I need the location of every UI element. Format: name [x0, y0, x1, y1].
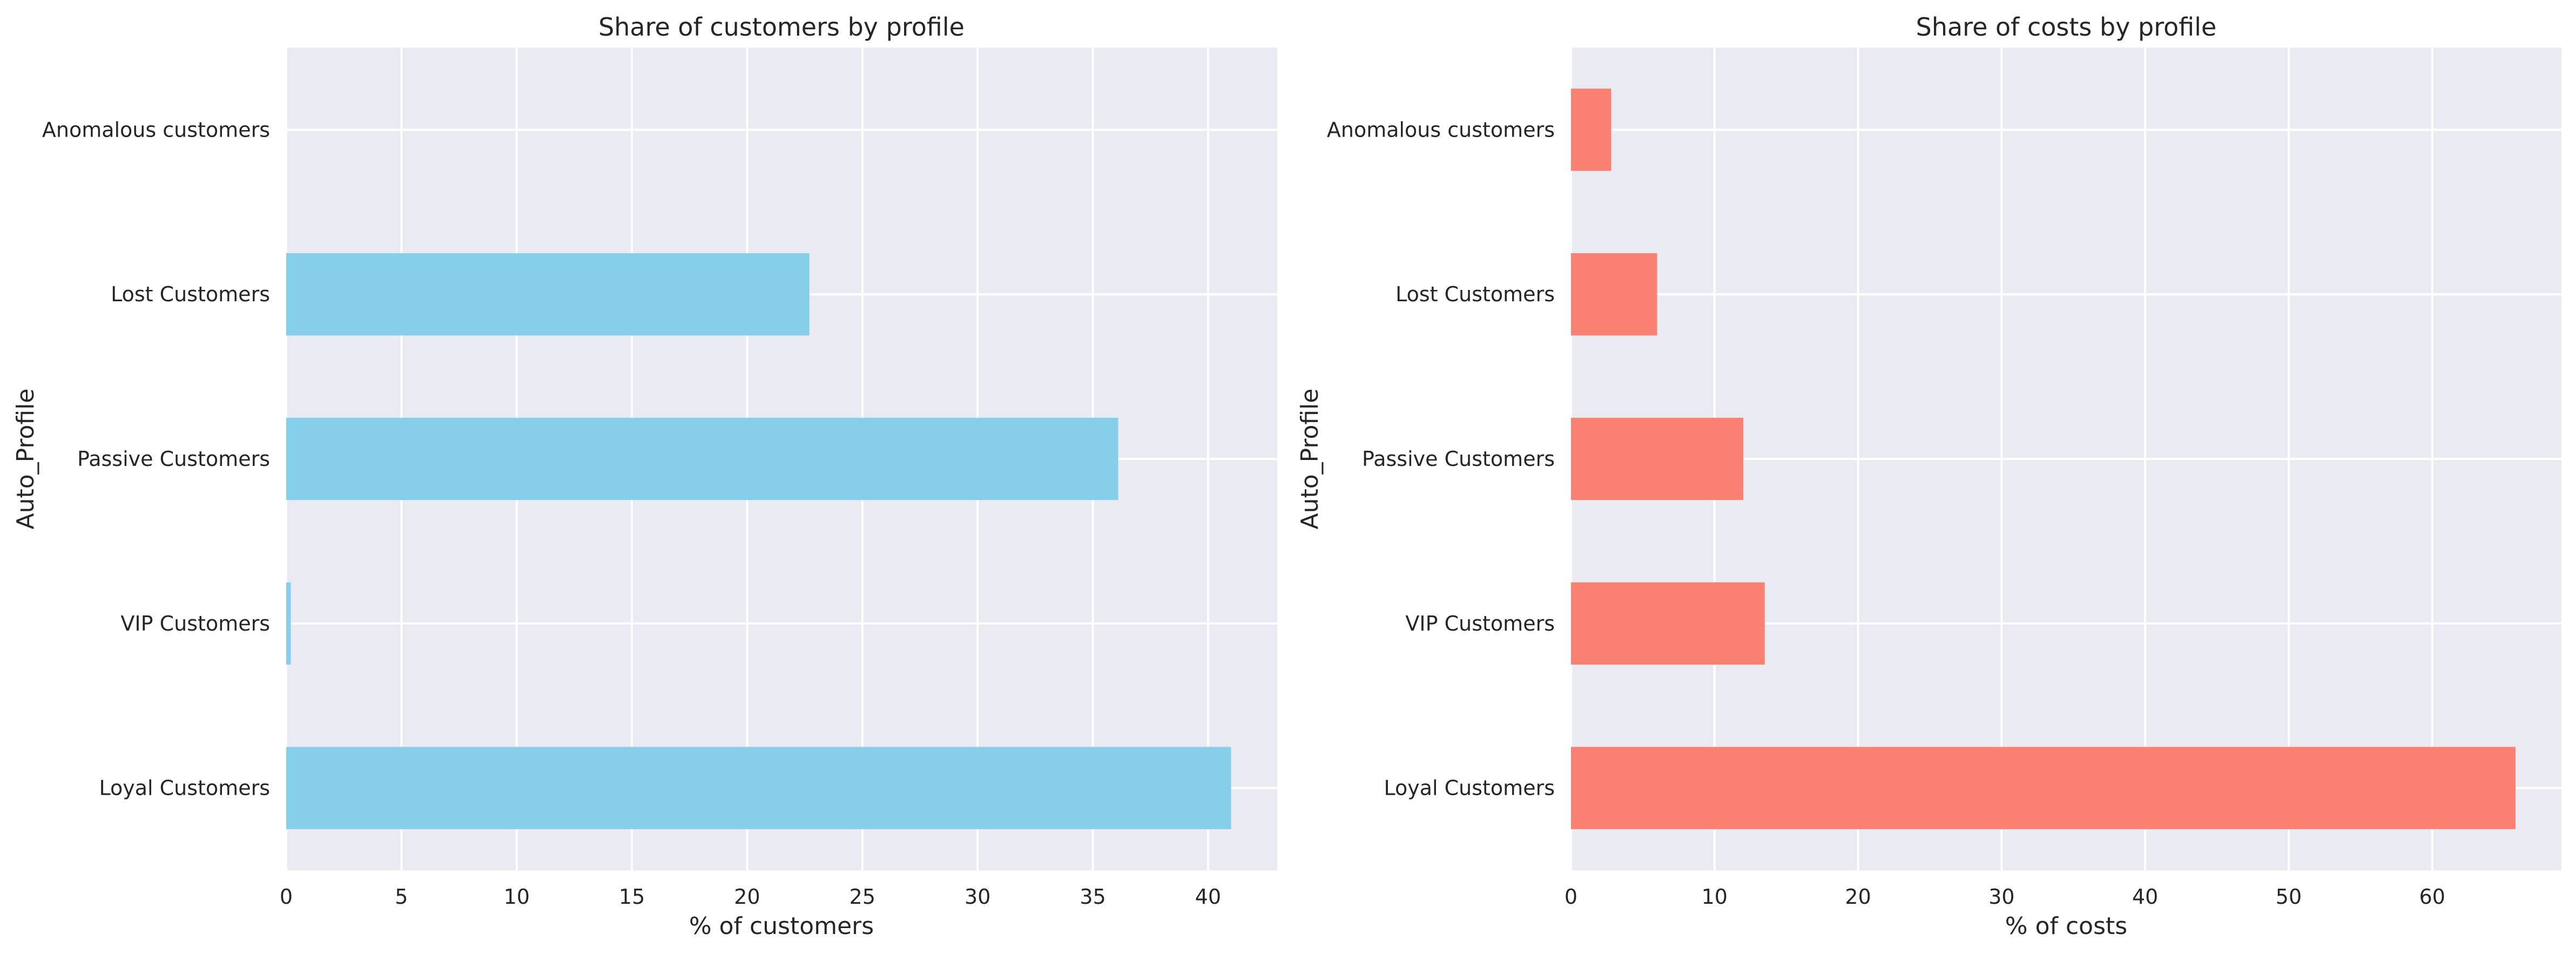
bar-loyal-customers: [286, 747, 1231, 829]
y-tick-label-loyal-customers: Loyal Customers: [1384, 776, 1555, 800]
y-tick-label-passive-customers: Passive Customers: [77, 447, 270, 471]
y-axis-label: Auto_Profile: [12, 389, 39, 530]
bar-vip-customers: [286, 582, 291, 665]
y-tick-label-loyal-customers: Loyal Customers: [99, 776, 270, 800]
bar-passive-customers: [1571, 417, 1743, 500]
x-axis-label: % of costs: [2005, 912, 2127, 940]
y-tick-label-anomalous-customers: Anomalous customers: [1327, 118, 1555, 141]
bars: [1571, 89, 2516, 829]
x-tick-label-35: 35: [1080, 885, 1105, 909]
y-tick-label-passive-customers: Passive Customers: [1362, 447, 1555, 471]
costs-share-chart: 0 10 20 30 40 50 60 Loyal Customers VIP Custome…: [1296, 12, 2561, 940]
x-tick-label-10: 10: [504, 885, 530, 909]
x-tick-label-30: 30: [965, 885, 990, 909]
bar-lost-customers: [286, 253, 810, 336]
y-tick-label-anomalous-customers: Anomalous customers: [42, 118, 270, 141]
y-ticks: Loyal Customers VIP Customers Passive Cust…: [1327, 118, 1555, 800]
y-ticks: Loyal Customers VIP Customers Passive Cust…: [42, 118, 270, 800]
bar-anomalous-customers: [1571, 89, 1611, 171]
x-tick-label-60: 60: [2419, 885, 2445, 909]
bar-passive-customers: [286, 417, 1118, 500]
x-tick-label-50: 50: [2276, 885, 2302, 909]
x-tick-label-40: 40: [1195, 885, 1221, 909]
x-tick-label-40: 40: [2132, 885, 2158, 909]
bar-loyal-customers: [1571, 747, 2516, 829]
x-tick-label-15: 15: [619, 885, 645, 909]
x-tick-label-20: 20: [734, 885, 760, 909]
y-tick-label-vip-customers: VIP Customers: [1405, 612, 1555, 635]
y-tick-label-vip-customers: VIP Customers: [120, 612, 270, 635]
x-tick-label-30: 30: [1988, 885, 2014, 909]
bar-lost-customers: [1571, 253, 1657, 336]
x-tick-label-25: 25: [849, 885, 875, 909]
x-tick-label-5: 5: [395, 885, 408, 909]
customers-share-chart: 0 5 10 15 20 25 30 35 40 Loyal Customers VIP Cust…: [12, 12, 1277, 940]
x-ticks: 0 5 10 15 20 25 30 35 40: [280, 885, 1221, 909]
x-tick-label-20: 20: [1845, 885, 1871, 909]
y-tick-label-lost-customers: Lost Customers: [111, 282, 270, 306]
bar-vip-customers: [1571, 582, 1765, 665]
y-tick-label-lost-customers: Lost Customers: [1395, 282, 1555, 306]
x-axis-label: % of customers: [689, 912, 874, 940]
chart-title: Share of customers by profile: [598, 12, 965, 42]
chart-title: Share of costs by profile: [1916, 12, 2217, 42]
bars: [286, 253, 1231, 829]
x-tick-label-10: 10: [1702, 885, 1728, 909]
x-ticks: 0 10 20 30 40 50 60: [1565, 885, 2445, 909]
x-tick-label-0: 0: [280, 885, 293, 909]
x-tick-label-0: 0: [1565, 885, 1577, 909]
y-axis-label: Auto_Profile: [1296, 389, 1324, 530]
